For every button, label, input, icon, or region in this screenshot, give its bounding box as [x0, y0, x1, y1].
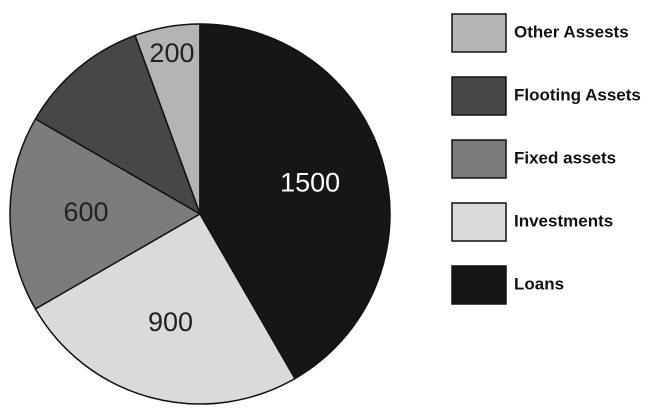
- legend-label: Loans: [514, 274, 564, 293]
- pie-slice: [199, 23, 391, 380]
- legend-label: Fixed assets: [514, 148, 616, 167]
- legend-label: Other Assests: [514, 22, 629, 41]
- legend-label: Investments: [514, 211, 613, 230]
- slice-label: 1500: [280, 168, 340, 198]
- slice-label: 900: [148, 307, 193, 337]
- legend-swatch: [451, 139, 507, 179]
- legend-swatch: [451, 265, 507, 305]
- legend-swatch: [451, 202, 507, 242]
- legend-label: Flooting Assets: [514, 85, 641, 104]
- slice-label: 200: [149, 38, 194, 68]
- pie-slice: [34, 212, 297, 405]
- pie-slice: [9, 117, 202, 311]
- pie-slice: [34, 34, 202, 216]
- legend-swatch: [451, 76, 507, 116]
- legend-swatch: [451, 13, 507, 53]
- slice-label: 600: [63, 197, 108, 227]
